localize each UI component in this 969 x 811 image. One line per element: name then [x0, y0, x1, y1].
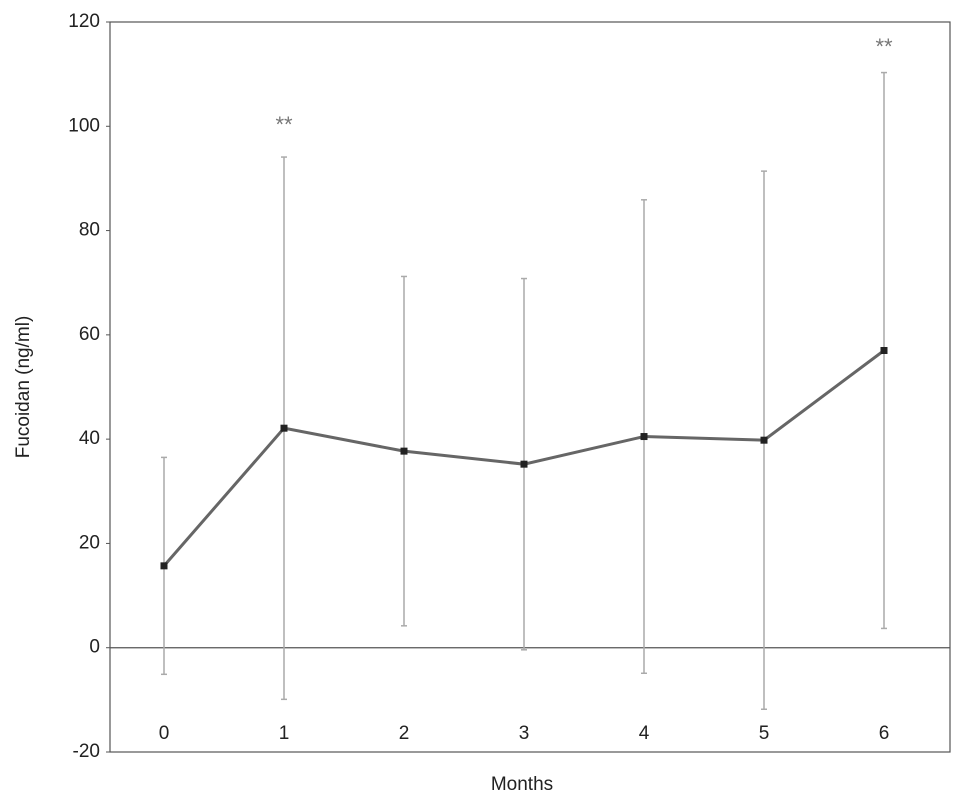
- x-tick-label: 5: [759, 723, 770, 744]
- y-tick-label: -20: [73, 741, 100, 762]
- y-tick-label: 80: [79, 220, 100, 241]
- y-axis-label: Fucoidan (ng/ml): [13, 316, 34, 459]
- data-point: [400, 447, 408, 455]
- annotation: **: [275, 112, 293, 137]
- x-tick-label: 3: [519, 723, 530, 744]
- data-point: [520, 460, 528, 468]
- data-point: [640, 433, 648, 441]
- y-tick-label: 40: [79, 428, 100, 449]
- data-point: [280, 424, 288, 432]
- annotation: **: [875, 34, 893, 59]
- x-tick-label: 1: [279, 723, 290, 744]
- y-tick-label: 0: [89, 637, 100, 658]
- x-tick-label: 4: [639, 723, 650, 744]
- plot-frame: [109, 21, 951, 753]
- x-tick-label: 2: [399, 723, 410, 744]
- y-tick-label: 60: [79, 324, 100, 345]
- y-tick-label: 20: [79, 532, 100, 553]
- data-point: [760, 436, 768, 444]
- y-tick-label: 120: [68, 11, 100, 32]
- x-tick-label: 6: [879, 723, 890, 744]
- y-tick-label: 100: [68, 115, 100, 136]
- x-axis-label: Months: [491, 774, 553, 795]
- data-point: [880, 347, 888, 354]
- x-tick-label: 0: [159, 723, 170, 744]
- data-point: [160, 562, 168, 570]
